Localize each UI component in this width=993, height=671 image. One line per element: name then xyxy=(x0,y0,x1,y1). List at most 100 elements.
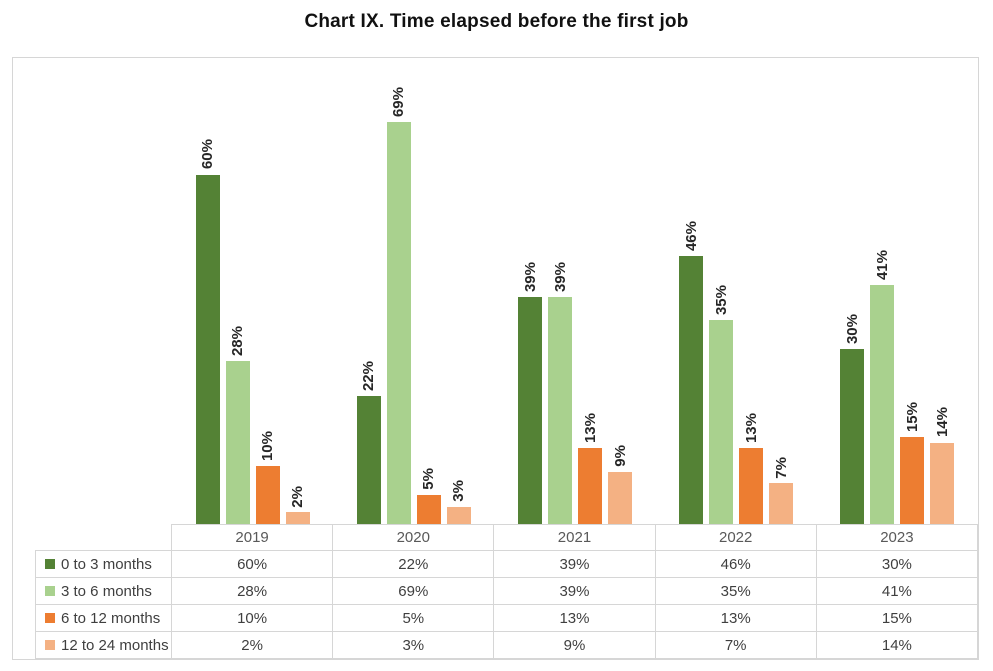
bar-data-label: 41% xyxy=(873,250,891,281)
bar-data-label: 14% xyxy=(933,407,951,438)
bar-wrapper: 3% xyxy=(446,58,471,524)
bar-data-label: 60% xyxy=(199,139,217,170)
legend-item: 3 to 6 months xyxy=(35,578,172,605)
table-value-cell: 5% xyxy=(333,605,495,632)
bar-group-2021: 39% 39% 13% 9% xyxy=(494,58,655,524)
bar-wrapper: 39% xyxy=(518,58,542,524)
legend-label: 6 to 12 months xyxy=(61,609,161,627)
table-year-header: 2021 xyxy=(494,524,656,551)
bar-group-2020: 22% 69% 5% 3% xyxy=(333,58,494,524)
bar-data-label: 22% xyxy=(360,360,378,391)
table-value-cell: 3% xyxy=(333,632,495,659)
bar-wrapper: 14% xyxy=(930,58,955,524)
table-value-cell: 30% xyxy=(816,551,978,578)
bar-wrapper: 7% xyxy=(769,58,794,524)
table-corner-cell xyxy=(35,524,172,551)
data-table: 2019 2020 2021 2022 2023 0 to 3 months 60% 22% 3… xyxy=(35,524,978,659)
legend-swatch xyxy=(45,586,55,596)
table-value-cell: 2% xyxy=(172,632,334,659)
bar xyxy=(446,506,471,524)
table-value-cell: 14% xyxy=(816,632,978,659)
bar xyxy=(255,465,280,524)
bar-data-label: 35% xyxy=(712,285,730,316)
legend-item: 6 to 12 months xyxy=(35,605,172,632)
bar-data-label: 3% xyxy=(450,479,468,502)
bar-wrapper: 10% xyxy=(255,58,280,524)
bar-data-label: 7% xyxy=(772,456,790,479)
legend-label: 0 to 3 months xyxy=(61,555,152,573)
legend-label: 12 to 24 months xyxy=(61,636,169,654)
bar xyxy=(225,360,250,524)
table-value-cell: 7% xyxy=(655,632,817,659)
bar-group-2023: 30% 41% 15% 14% xyxy=(817,58,978,524)
bar-data-label: 13% xyxy=(581,413,599,444)
table-value-cell: 9% xyxy=(494,632,656,659)
bar xyxy=(870,285,895,524)
bar xyxy=(840,349,865,524)
plot-area: 60% 28% 10% 2% 22% 69% 5% 3% 39% 39% 13% 9% 46% 35% 13… xyxy=(172,58,978,524)
table-value-cell: 13% xyxy=(494,605,656,632)
table-value-cell: 60% xyxy=(172,551,334,578)
bar-wrapper: 15% xyxy=(900,58,925,524)
bar-data-label: 46% xyxy=(682,221,700,252)
bar xyxy=(416,494,441,524)
bar xyxy=(900,436,925,524)
bar xyxy=(195,174,220,524)
bar xyxy=(769,483,794,524)
bar-wrapper: 22% xyxy=(356,58,381,524)
chart-title: Chart IX. Time elapsed before the first … xyxy=(304,11,689,32)
bar-data-label: 13% xyxy=(742,413,760,444)
bar xyxy=(356,395,381,524)
bar-wrapper: 13% xyxy=(739,58,764,524)
bar-data-label: 30% xyxy=(843,314,861,345)
chart-frame: 60% 28% 10% 2% 22% 69% 5% 3% 39% 39% 13% 9% 46% 35% 13… xyxy=(12,57,979,660)
bar-wrapper: 28% xyxy=(225,58,250,524)
bar-group-2019: 60% 28% 10% 2% xyxy=(172,58,333,524)
table-value-cell: 28% xyxy=(172,578,334,605)
bar-data-label: 39% xyxy=(521,261,539,292)
bar-data-label: 5% xyxy=(420,468,438,490)
bar xyxy=(518,296,542,524)
table-value-cell: 46% xyxy=(655,551,817,578)
bar-wrapper: 13% xyxy=(578,58,602,524)
table-year-header: 2020 xyxy=(333,524,495,551)
table-value-cell: 39% xyxy=(494,551,656,578)
table-value-cell: 39% xyxy=(494,578,656,605)
bar xyxy=(709,320,734,524)
legend-label: 3 to 6 months xyxy=(61,582,152,600)
bar xyxy=(285,512,310,524)
bar-group-2022: 46% 35% 13% 7% xyxy=(656,58,817,524)
table-value-cell: 35% xyxy=(655,578,817,605)
bar-data-label: 2% xyxy=(289,485,307,508)
bar-data-label: 9% xyxy=(611,444,629,467)
bar xyxy=(386,122,411,524)
bar xyxy=(578,448,602,524)
table-year-header: 2019 xyxy=(172,524,334,551)
table-value-cell: 22% xyxy=(333,551,495,578)
bar-wrapper: 60% xyxy=(195,58,220,524)
bar-wrapper: 9% xyxy=(608,58,632,524)
bar xyxy=(548,296,572,524)
table-year-header: 2023 xyxy=(816,524,978,551)
bar-data-label: 10% xyxy=(259,430,277,461)
bar-wrapper: 30% xyxy=(840,58,865,524)
table-value-cell: 10% xyxy=(172,605,334,632)
bar xyxy=(930,442,955,524)
bar xyxy=(739,448,764,524)
bar-wrapper: 69% xyxy=(386,58,411,524)
bar-wrapper: 5% xyxy=(416,58,441,524)
bar-wrapper: 46% xyxy=(679,58,704,524)
bar-wrapper: 35% xyxy=(709,58,734,524)
bar-data-label: 15% xyxy=(903,401,921,432)
bar xyxy=(679,256,704,524)
bar-wrapper: 2% xyxy=(285,58,310,524)
legend-item: 0 to 3 months xyxy=(35,551,172,578)
table-value-cell: 69% xyxy=(333,578,495,605)
legend-swatch xyxy=(45,640,55,650)
legend-item: 12 to 24 months xyxy=(35,632,172,659)
table-value-cell: 13% xyxy=(655,605,817,632)
bar xyxy=(608,471,632,524)
bar-data-label: 28% xyxy=(229,325,247,356)
legend-swatch xyxy=(45,559,55,569)
